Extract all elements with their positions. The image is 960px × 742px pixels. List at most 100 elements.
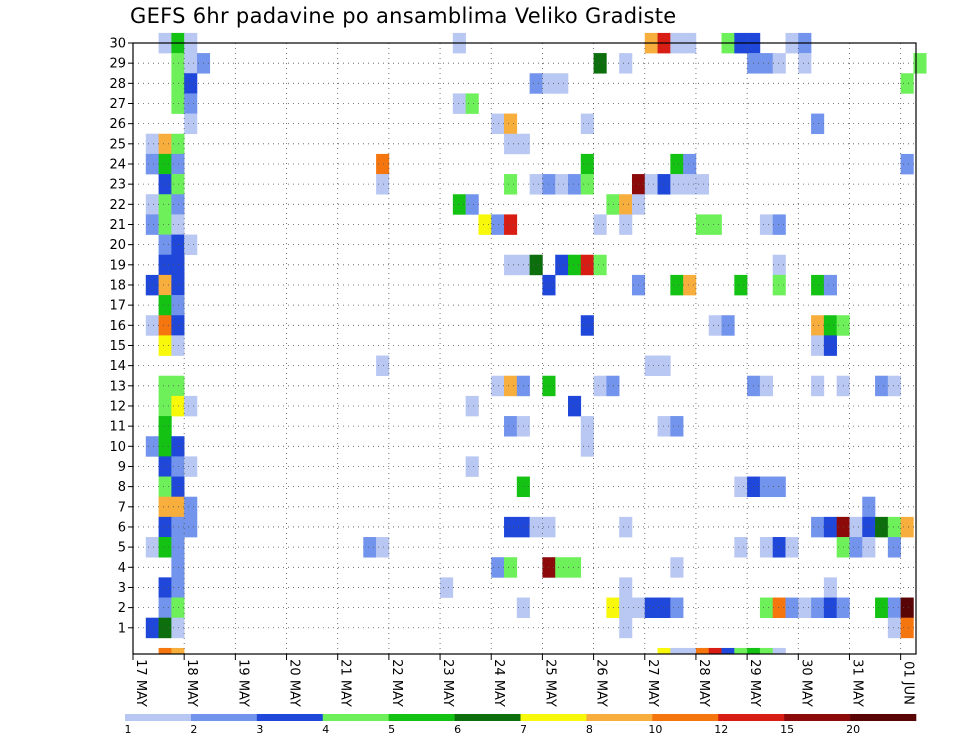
x-tick-label: 20 MAY xyxy=(287,659,302,707)
heatmap-cell xyxy=(504,133,518,155)
x-tick-label: 23 MAY xyxy=(440,659,455,707)
grid-layer xyxy=(133,42,916,654)
x-tick-label: 25 MAY xyxy=(542,659,557,707)
heatmap-cell xyxy=(184,395,198,417)
y-tick-label: 13 xyxy=(109,379,126,394)
heatmap-cell xyxy=(734,476,748,498)
heatmap-cell xyxy=(171,577,185,598)
heatmap-cell xyxy=(823,315,837,336)
heatmap-cell xyxy=(823,577,837,598)
heatmap-cell xyxy=(158,597,172,619)
heatmap-cell xyxy=(171,617,185,639)
heatmap-cell xyxy=(158,174,172,195)
colorbar-swatch xyxy=(586,714,653,721)
colorbar-swatch xyxy=(784,714,851,721)
x-tick-label: 18 MAY xyxy=(184,659,199,707)
y-tick-label: 25 xyxy=(109,137,126,152)
heatmap-cell xyxy=(593,375,607,397)
heatmap-cell xyxy=(619,194,633,215)
heatmap-cell xyxy=(887,537,901,558)
heatmap-cell xyxy=(171,295,185,316)
colorbar-label: 1 xyxy=(125,723,132,736)
y-tick-label: 26 xyxy=(109,117,126,132)
y-tick-label: 5 xyxy=(118,541,126,556)
x-tick-label: 27 MAY xyxy=(645,659,660,707)
heatmap-cell xyxy=(555,557,569,578)
heatmap-cell xyxy=(504,174,518,195)
heatmap-cell xyxy=(657,416,671,437)
y-tick-label: 30 xyxy=(109,37,126,52)
heatmap-cell xyxy=(657,597,671,619)
heatmap-cell xyxy=(158,436,172,457)
heatmap-cell xyxy=(184,53,198,74)
y-tick-label: 8 xyxy=(118,480,126,495)
heatmap-cell xyxy=(440,577,454,598)
heatmap-cell xyxy=(670,597,684,619)
heatmap-cell xyxy=(158,647,172,655)
heatmap-cell xyxy=(849,537,863,558)
heatmap-cell xyxy=(734,537,748,558)
heatmap-cell xyxy=(772,53,786,74)
y-tick-label: 18 xyxy=(109,278,126,293)
y-tick-label: 29 xyxy=(109,57,126,72)
colorbar-label: 3 xyxy=(256,723,263,736)
y-tick-label: 11 xyxy=(109,420,126,435)
heatmap-cell xyxy=(785,597,799,619)
heatmap-cell xyxy=(657,647,671,655)
heatmap-cell xyxy=(171,153,185,175)
heatmap-cell xyxy=(811,335,825,356)
heatmap-cell xyxy=(887,597,901,619)
heatmap-cell xyxy=(452,93,466,114)
heatmap-cell xyxy=(606,375,620,397)
y-tick-label: 28 xyxy=(109,77,126,92)
colorbar-label: 5 xyxy=(388,723,395,736)
x-tick-label: 21 MAY xyxy=(338,659,353,707)
colorbar-swatch xyxy=(388,714,455,721)
y-tick-label: 27 xyxy=(109,97,126,112)
chart-title: GEFS 6hr padavine po ansamblima Veliko G… xyxy=(130,4,677,28)
heatmap-cell xyxy=(504,113,518,135)
heatmap-cell xyxy=(171,93,185,114)
heatmap-cell xyxy=(683,274,697,296)
heatmap-cell xyxy=(580,113,594,135)
heatmap-cell xyxy=(465,194,479,215)
heatmap-cell xyxy=(171,436,185,457)
heatmap-cell xyxy=(887,617,901,639)
heatmap-cell xyxy=(158,214,172,235)
heatmap-cell xyxy=(158,577,172,598)
colorbar-label: 7 xyxy=(520,723,527,736)
heatmap-cell xyxy=(580,315,594,336)
heatmap-cell xyxy=(580,153,594,175)
y-tick-label: 9 xyxy=(118,460,126,475)
x-axis: 17 MAY 18 MAY 19 MAY 20 MAY 21 MAY 22 MAY 23 M… xyxy=(132,654,916,707)
heatmap-cell xyxy=(171,315,185,336)
heatmap-cell xyxy=(759,476,773,498)
colorbar-swatch xyxy=(454,714,521,721)
y-tick-label: 14 xyxy=(109,359,126,374)
heatmap-cell xyxy=(887,516,901,538)
heatmap-cell xyxy=(772,274,786,296)
heatmap-cell xyxy=(644,597,658,619)
heatmap-cell xyxy=(734,647,748,655)
heatmap-cell xyxy=(568,557,582,578)
y-tick-label: 1 xyxy=(118,621,126,636)
y-tick-label: 17 xyxy=(109,299,126,314)
x-tick-label: 26 MAY xyxy=(594,659,609,707)
heatmap-cell xyxy=(145,537,159,558)
heatmap-cell xyxy=(529,516,543,538)
heatmap-cell xyxy=(171,647,185,655)
heatmap-cell xyxy=(184,496,198,518)
heatmap-cell xyxy=(708,647,722,655)
heatmap-cell xyxy=(900,153,914,175)
heatmap-cell xyxy=(593,254,607,276)
heatmap-cell xyxy=(376,355,390,377)
heatmap-cell xyxy=(555,254,569,276)
heatmap-cell xyxy=(695,647,710,655)
heatmap-cell xyxy=(145,153,159,175)
heatmap-cell xyxy=(580,436,594,457)
heatmap-cell xyxy=(452,194,466,215)
cells-layer xyxy=(145,32,927,655)
heatmap-cell xyxy=(158,194,172,215)
colorbar-swatch xyxy=(652,714,719,721)
heatmap-cell xyxy=(158,335,172,356)
